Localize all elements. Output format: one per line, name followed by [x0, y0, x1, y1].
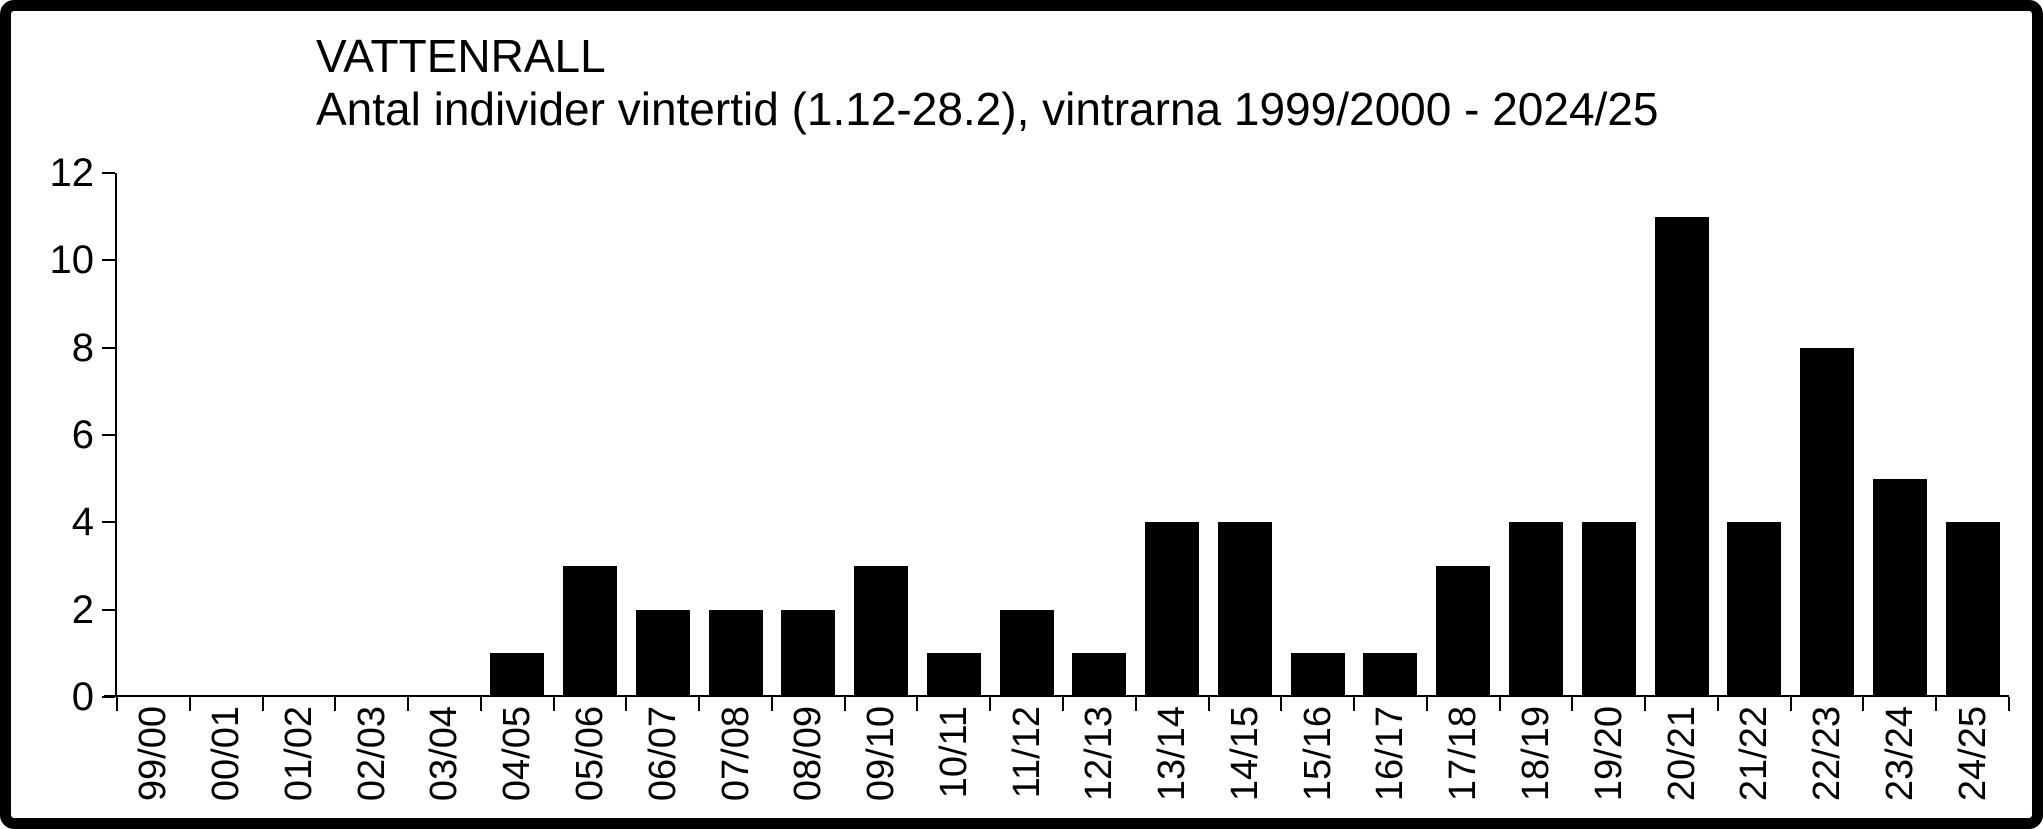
- y-axis-tick-label: 2: [71, 587, 94, 632]
- x-axis-tick: [552, 697, 555, 711]
- bar-05-06: [563, 566, 617, 697]
- x-axis-tick: [188, 697, 191, 711]
- x-axis-tick: [1862, 697, 1865, 711]
- x-axis-tick-label: 21/22: [1733, 706, 1776, 802]
- y-axis-tick-label: 6: [71, 413, 94, 457]
- bar-08-09: [781, 609, 836, 697]
- x-axis-tick: [407, 697, 410, 711]
- y-axis-tick: [102, 434, 115, 436]
- y-axis-tick-label: 10: [49, 238, 95, 283]
- y-axis-line: [115, 173, 117, 697]
- x-axis-tick: [1789, 697, 1792, 711]
- x-axis-tick-label: 12/13: [1078, 706, 1121, 802]
- x-axis-tick: [1644, 697, 1647, 711]
- x-axis-tick: [1498, 697, 1501, 711]
- bar-18-19: [1509, 522, 1563, 697]
- bar-09-10: [854, 566, 909, 697]
- bar-12-13: [1072, 653, 1127, 697]
- x-axis-tick-label: 15/16: [1296, 706, 1339, 802]
- chart-subtitle: Antal individer vintertid (1.12-28.2), v…: [316, 83, 1659, 135]
- x-axis-tick-label: 22/23: [1806, 706, 1849, 802]
- x-axis-tick-label: 02/03: [350, 706, 393, 802]
- y-axis-tick-label: 8: [71, 325, 94, 370]
- bar-15-16: [1290, 653, 1345, 697]
- x-axis-tick-label: 17/18: [1442, 706, 1485, 802]
- x-axis-tick-label: 11/12: [1005, 706, 1048, 799]
- x-axis-tick: [843, 697, 846, 711]
- chart-title-block: VATTENRALL Antal individer vintertid (1.…: [316, 30, 1659, 136]
- x-axis-tick-label: 03/04: [423, 706, 466, 802]
- x-axis-tick-label: 14/15: [1223, 706, 1266, 802]
- x-axis-tick-label: 13/14: [1151, 706, 1194, 802]
- bar-06-07: [635, 609, 690, 697]
- x-axis-tick: [1062, 697, 1064, 711]
- x-axis-tick: [770, 697, 773, 711]
- x-axis-tick-label: 00/01: [205, 706, 248, 802]
- bar-22-23: [1800, 347, 1855, 697]
- y-axis-tick-label: 0: [71, 675, 94, 719]
- chart-title: VATTENRALL: [316, 30, 606, 82]
- bar-07-08: [708, 609, 763, 697]
- x-axis-tick: [479, 697, 482, 711]
- bar-21-22: [1727, 522, 1782, 697]
- x-axis-tick-label: 04/05: [496, 706, 539, 802]
- x-axis-tick: [1207, 697, 1210, 711]
- bar-16-17: [1363, 653, 1418, 697]
- x-axis-tick-label: 01/02: [277, 706, 320, 802]
- bar-23-24: [1872, 478, 1927, 697]
- x-axis-tick: [1571, 697, 1574, 711]
- x-axis-tick: [2008, 697, 2010, 711]
- x-axis-tick: [1935, 697, 1938, 711]
- bar-20-21: [1654, 216, 1709, 697]
- bar-10-11: [926, 653, 981, 697]
- x-axis-tick: [116, 697, 118, 711]
- x-axis-tick-label: 18/19: [1515, 706, 1557, 802]
- x-axis-tick-label: 24/25: [1951, 706, 1994, 802]
- x-axis-tick: [1134, 697, 1137, 711]
- bar-13-14: [1145, 522, 1200, 697]
- x-axis-tick-label: 20/21: [1660, 706, 1703, 802]
- bar-04-05: [490, 653, 545, 697]
- x-axis-tick-label: 06/07: [641, 706, 684, 802]
- x-axis-tick: [698, 697, 701, 711]
- x-axis-tick-label: 19/20: [1587, 706, 1630, 802]
- y-axis-tick: [102, 521, 115, 524]
- x-axis-tick-label: 10/11: [932, 706, 975, 799]
- y-axis-tick: [102, 696, 115, 698]
- y-axis-tick: [102, 172, 115, 174]
- x-axis-tick: [916, 697, 919, 711]
- x-axis-tick: [1425, 697, 1428, 711]
- x-axis-tick-label: 08/09: [787, 706, 830, 802]
- bar-14-15: [1217, 522, 1272, 697]
- bar-19-20: [1581, 522, 1636, 697]
- x-axis-tick-label: 05/06: [569, 706, 611, 802]
- bar-24-25: [1945, 522, 2000, 697]
- x-axis-tick-label: 99/00: [132, 706, 175, 802]
- x-axis-tick: [1280, 697, 1283, 711]
- x-axis-tick-label: 23/24: [1878, 706, 1921, 802]
- x-axis-tick: [334, 697, 337, 711]
- y-axis-tick: [102, 608, 115, 611]
- bar-17-18: [1436, 566, 1491, 697]
- x-axis-tick: [261, 697, 264, 711]
- x-axis-line: [104, 695, 2009, 697]
- x-axis-tick-label: 07/08: [714, 706, 757, 802]
- bar-11-12: [999, 609, 1054, 697]
- y-axis-tick-label: 12: [49, 151, 95, 195]
- x-axis-tick-label: 09/10: [860, 706, 903, 802]
- x-axis-tick-label: 16/17: [1369, 706, 1412, 802]
- x-axis-tick: [1353, 697, 1356, 711]
- x-axis-tick: [1716, 697, 1719, 711]
- y-axis-tick: [102, 259, 115, 262]
- y-axis-tick: [102, 346, 115, 349]
- y-axis-tick-label: 4: [71, 500, 94, 545]
- x-axis-tick: [989, 697, 992, 711]
- x-axis-tick: [625, 697, 628, 711]
- plot-area: [102, 172, 2010, 711]
